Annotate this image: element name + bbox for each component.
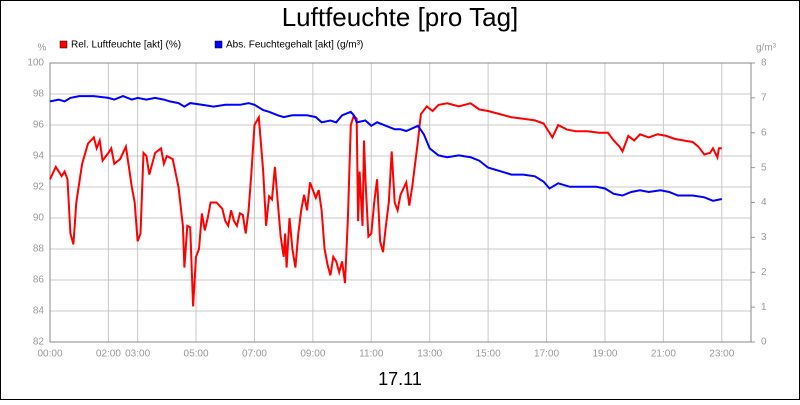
data-line xyxy=(49,102,722,307)
x-tick-label: 11:00 xyxy=(359,349,384,360)
plot-frame xyxy=(49,62,752,343)
y-tick-label: 98 xyxy=(33,89,45,100)
legend-label: Rel. Luftfeuchte [akt] (%) xyxy=(71,40,181,51)
y2-tick-label: 1 xyxy=(761,302,767,313)
y2-tick-label: 5 xyxy=(761,162,767,173)
y-tick-label: 100 xyxy=(27,58,44,69)
x-tick-label: 13:00 xyxy=(417,349,442,360)
y-tick-label: 96 xyxy=(33,120,45,131)
x-tick-label: 07:00 xyxy=(242,349,267,360)
y-tick-label: 88 xyxy=(33,244,45,255)
legend-swatch xyxy=(59,40,68,49)
x-tick-label: 21:00 xyxy=(651,349,676,360)
y2-tick-label: 8 xyxy=(761,58,767,69)
y-axis-label: % xyxy=(38,43,47,54)
y2-tick-label: 6 xyxy=(761,127,767,138)
x-tick-label: 02:00 xyxy=(96,349,121,360)
y-tick-label: 82 xyxy=(33,337,45,348)
chart-title: Luftfeuchte [pro Tag] xyxy=(282,2,519,32)
x-axis-label: 17.11 xyxy=(378,369,422,389)
y2-tick-label: 4 xyxy=(761,197,767,208)
x-tick-label: 05:00 xyxy=(184,349,209,360)
y2-tick-label: 0 xyxy=(761,337,767,348)
data-line xyxy=(49,95,723,202)
legend-label: Abs. Feuchtegehalt [akt] (g/m³) xyxy=(226,40,363,51)
x-tick-label: 17:00 xyxy=(534,349,559,360)
y2-tick-label: 2 xyxy=(761,267,767,278)
x-tick-label: 19:00 xyxy=(592,349,617,360)
y-tick-label: 84 xyxy=(33,306,45,317)
x-tick-label: 00:00 xyxy=(37,349,62,360)
y-tick-label: 94 xyxy=(33,151,45,162)
y2-tick-label: 7 xyxy=(761,93,767,104)
y2-axis-label: g/m³ xyxy=(756,43,777,54)
x-tick-label: 09:00 xyxy=(300,349,325,360)
y2-tick-label: 3 xyxy=(761,232,767,243)
y-tick-label: 86 xyxy=(33,275,45,286)
x-tick-label: 03:00 xyxy=(125,349,150,360)
y-tick-label: 92 xyxy=(33,182,45,193)
y-tick-label: 90 xyxy=(33,213,45,224)
legend-swatch xyxy=(214,40,223,49)
x-tick-label: 15:00 xyxy=(476,349,501,360)
x-tick-label: 23:00 xyxy=(709,349,734,360)
